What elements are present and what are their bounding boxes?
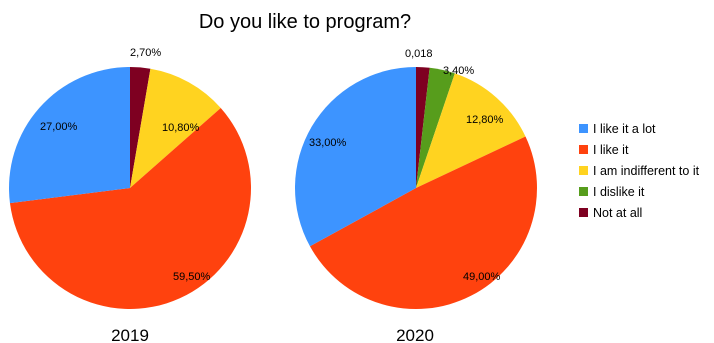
slice-2019-like-it [9, 107, 252, 310]
data-label-2020-indifferent: 12,80% [466, 114, 504, 126]
slice-2020-dislike [416, 67, 455, 188]
slice-2020-like-it [309, 136, 538, 310]
legend-label-indifferent: I am indifferent to it [593, 164, 700, 178]
pie-2019: 27,00% 59,50% 10,80% 2,70% [9, 47, 252, 310]
legend-swatch-dislike [579, 187, 588, 196]
data-label-2019-not-at-all: 2,70% [130, 47, 161, 59]
legend-label-dislike: I dislike it [593, 185, 645, 199]
legend-swatch-not-at-all [579, 208, 588, 217]
legend-label-not-at-all: Not at all [593, 206, 642, 220]
legend-label-like-it: I like it [593, 143, 629, 157]
data-label-2019-like-a-lot: 27,00% [40, 121, 78, 133]
slice-2019-like-a-lot [9, 67, 130, 204]
pie-caption-2019: 2019 [111, 326, 149, 343]
slice-2019-indifferent [130, 68, 221, 188]
data-label-2019-indifferent: 10,80% [162, 122, 200, 134]
chart-title: Do you like to program? [199, 11, 411, 33]
legend-swatch-indifferent [579, 166, 588, 175]
data-label-2020-dislike: 3,40% [443, 65, 474, 77]
legend: I like it a lot I like it I am indiffere… [579, 122, 700, 220]
slice-2020-indifferent [416, 73, 526, 188]
legend-label-like-a-lot: I like it a lot [593, 122, 656, 136]
slice-2019-not-at-all [130, 67, 151, 188]
slice-2020-like-a-lot [295, 67, 416, 247]
data-label-2020-not-at-all: 0,018 [405, 48, 433, 60]
data-label-2020-like-a-lot: 33,00% [309, 137, 347, 149]
legend-swatch-like-it [579, 145, 588, 154]
data-label-2019-like-it: 59,50% [173, 271, 211, 283]
legend-swatch-like-a-lot [579, 124, 588, 133]
data-label-2020-like-it: 49,00% [463, 271, 501, 283]
slice-2020-not-at-all [416, 67, 430, 188]
pie-caption-2020: 2020 [396, 326, 434, 343]
pie-2020: 33,00% 49,00% 12,80% 3,40% 0,018 [295, 48, 538, 310]
